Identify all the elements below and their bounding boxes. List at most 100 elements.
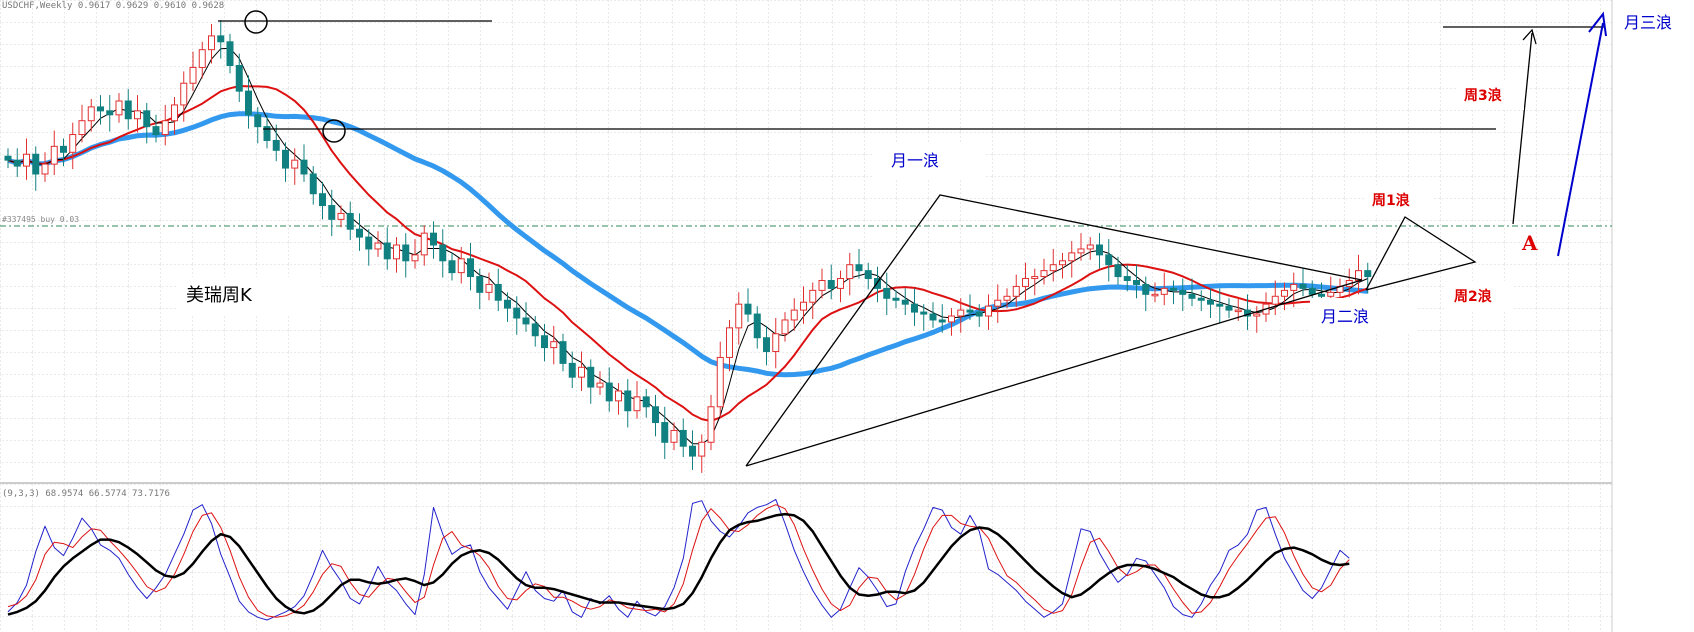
month-wave-3-label: 月三浪 — [1624, 13, 1672, 32]
week-wave-3-arrowhead[interactable] — [1522, 28, 1537, 45]
bear-candle — [827, 280, 835, 289]
main-grid — [0, 0, 1612, 482]
bear-candle — [13, 159, 21, 167]
bear-candle — [911, 303, 918, 313]
bear-candle — [263, 126, 271, 141]
bull-candle — [1281, 289, 1288, 297]
bull-candle — [772, 333, 780, 353]
point-a-label: A — [1521, 231, 1538, 255]
bear-candle — [855, 264, 863, 272]
bull-candle — [550, 341, 558, 349]
bull-candle — [1040, 270, 1048, 278]
bear-candle — [319, 193, 326, 207]
bull-candle — [1077, 248, 1085, 254]
month-wave-1-line[interactable] — [745, 194, 1363, 467]
peak-circle-marker[interactable] — [244, 10, 268, 34]
candlesticks — [4, 20, 1372, 473]
bear-candle — [152, 126, 160, 136]
bear-candle — [1216, 303, 1224, 307]
bull-candle — [208, 35, 215, 51]
week-wave-3-box — [1456, 80, 1524, 110]
bear-candle — [226, 41, 234, 66]
week-wave-3-label: 周3浪 — [1464, 87, 1502, 104]
bear-candle — [467, 258, 474, 278]
month-wave-2-box — [1310, 298, 1416, 334]
month-wave-3-line[interactable] — [1557, 22, 1604, 257]
bear-candle — [97, 106, 104, 112]
bear-candle — [587, 366, 595, 388]
week-wave-2-box — [1446, 281, 1514, 311]
bear-candle — [356, 228, 363, 238]
bull-candle — [1271, 295, 1279, 305]
week-wave-triangle[interactable] — [1365, 216, 1477, 291]
bear-candle — [272, 139, 280, 151]
week-wave-1-box — [1364, 185, 1432, 215]
bull-candle — [50, 145, 58, 165]
bull-candle — [1003, 295, 1011, 301]
bear-candle — [365, 236, 373, 250]
bear-candle — [652, 406, 659, 424]
bear-candle — [883, 287, 891, 299]
bear-candle — [753, 313, 761, 339]
bull-candle — [1151, 293, 1159, 297]
bull-candle — [670, 429, 678, 443]
bear-candle — [938, 319, 946, 323]
bear-candle — [661, 422, 669, 443]
week-wave-3-line[interactable] — [1512, 32, 1533, 225]
stoch-slow-line — [7, 512, 1350, 616]
bear-candle — [513, 307, 521, 319]
bear-candle — [679, 429, 687, 447]
bull-candle — [596, 382, 604, 388]
bull-candle — [1031, 276, 1039, 280]
bull-candle — [818, 280, 826, 291]
bear-candle — [559, 341, 567, 364]
bear-candle — [874, 278, 881, 289]
bear-candle — [689, 445, 696, 457]
bear-candle — [541, 335, 548, 349]
cross-circle-marker[interactable] — [322, 119, 346, 143]
bear-candle — [32, 153, 40, 175]
bull-candle — [948, 315, 955, 323]
bull-candle — [420, 232, 428, 256]
bull-candle — [115, 100, 123, 116]
bear-candle — [1133, 280, 1140, 285]
bull-candle — [1068, 252, 1076, 262]
bear-candle — [1105, 254, 1113, 266]
bear-candle — [282, 149, 289, 169]
bear-candle — [605, 382, 613, 402]
bull-candle — [69, 134, 77, 153]
bear-candle — [1197, 297, 1205, 301]
bull-candle — [171, 104, 178, 122]
bull-candle — [985, 305, 992, 317]
bear-candle — [4, 155, 12, 161]
bull-candle — [1327, 291, 1335, 297]
bear-candle — [245, 90, 252, 116]
bear-candle — [763, 337, 770, 353]
bear-candle — [235, 64, 243, 92]
bull-candle — [735, 303, 743, 329]
bull-candle — [837, 278, 844, 289]
month-wave-1-box — [874, 143, 986, 179]
bull-candle — [134, 110, 141, 120]
bear-candle — [568, 362, 576, 378]
week-wave-2-label: 周2浪 — [1454, 288, 1492, 305]
week-wave-1-label: 周1浪 — [1372, 192, 1410, 209]
bull-candle — [1234, 309, 1242, 313]
bear-candle — [346, 212, 354, 230]
bear-candle — [106, 110, 114, 116]
bear-candle — [920, 311, 928, 315]
bull-candle — [1253, 313, 1261, 317]
month-wave-3-box — [1614, 6, 1694, 38]
bear-candle — [1299, 283, 1307, 289]
bear-candle — [309, 173, 317, 195]
drawn-annotations[interactable] — [218, 10, 1607, 467]
bull-candle — [393, 244, 400, 260]
sub-grid — [0, 484, 1612, 632]
bull-candle — [994, 299, 1002, 307]
bear-candle — [494, 283, 502, 301]
bull-candle — [41, 163, 49, 175]
bear-candle — [300, 159, 308, 175]
ma-mid-line — [7, 85, 1369, 423]
month-wave-3-arrowhead[interactable] — [1588, 11, 1607, 37]
